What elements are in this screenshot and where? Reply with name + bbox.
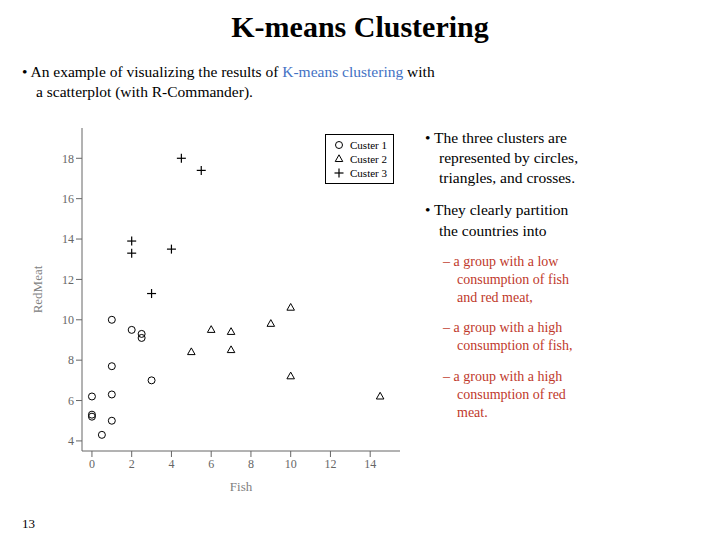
svg-text:10: 10 bbox=[62, 313, 74, 327]
html-text:– a group with a low consumpti: – a group with a low consumption of fish… bbox=[443, 253, 569, 306]
svg-text:10: 10 bbox=[285, 457, 297, 471]
html-text:• They clearly partition the c: • They clearly partition the countries i… bbox=[425, 201, 569, 239]
html-text:– a group with a high consumpt: – a group with a high consumption of red… bbox=[443, 368, 566, 420]
svg-text:RedMeat: RedMeat bbox=[30, 265, 45, 313]
svg-text:8: 8 bbox=[68, 353, 74, 367]
svg-text:14: 14 bbox=[364, 457, 376, 471]
html-text:Custer 3: Custer 3 bbox=[350, 167, 387, 179]
svg-text:Fish: Fish bbox=[230, 479, 253, 494]
svg-text:6: 6 bbox=[208, 457, 214, 471]
html-text:• An example of visualizing th: • An example of visualizing the results … bbox=[22, 63, 435, 101]
svg-text:14: 14 bbox=[62, 232, 74, 246]
html-text:Custer 1: Custer 1 bbox=[350, 139, 387, 151]
svg-text:16: 16 bbox=[62, 192, 74, 206]
svg-text:2: 2 bbox=[129, 457, 135, 471]
svg-text:8: 8 bbox=[248, 457, 254, 471]
svg-text:4: 4 bbox=[68, 434, 74, 448]
svg-text:4: 4 bbox=[168, 457, 174, 471]
svg-text:12: 12 bbox=[62, 273, 74, 287]
svg-text:0: 0 bbox=[89, 457, 95, 471]
svg-text:18: 18 bbox=[62, 152, 74, 166]
html-text:Custer 2: Custer 2 bbox=[350, 153, 387, 165]
html-text:– a group with a high consumpt: – a group with a high consumption of fis… bbox=[443, 320, 573, 354]
html-text:13: 13 bbox=[22, 516, 35, 531]
svg-text:6: 6 bbox=[68, 394, 74, 408]
html-text:K-means Clustering: K-means Clustering bbox=[231, 10, 489, 43]
html-text:• The three clusters are repre: • The three clusters are represented by … bbox=[425, 129, 578, 187]
svg-text:12: 12 bbox=[324, 457, 336, 471]
